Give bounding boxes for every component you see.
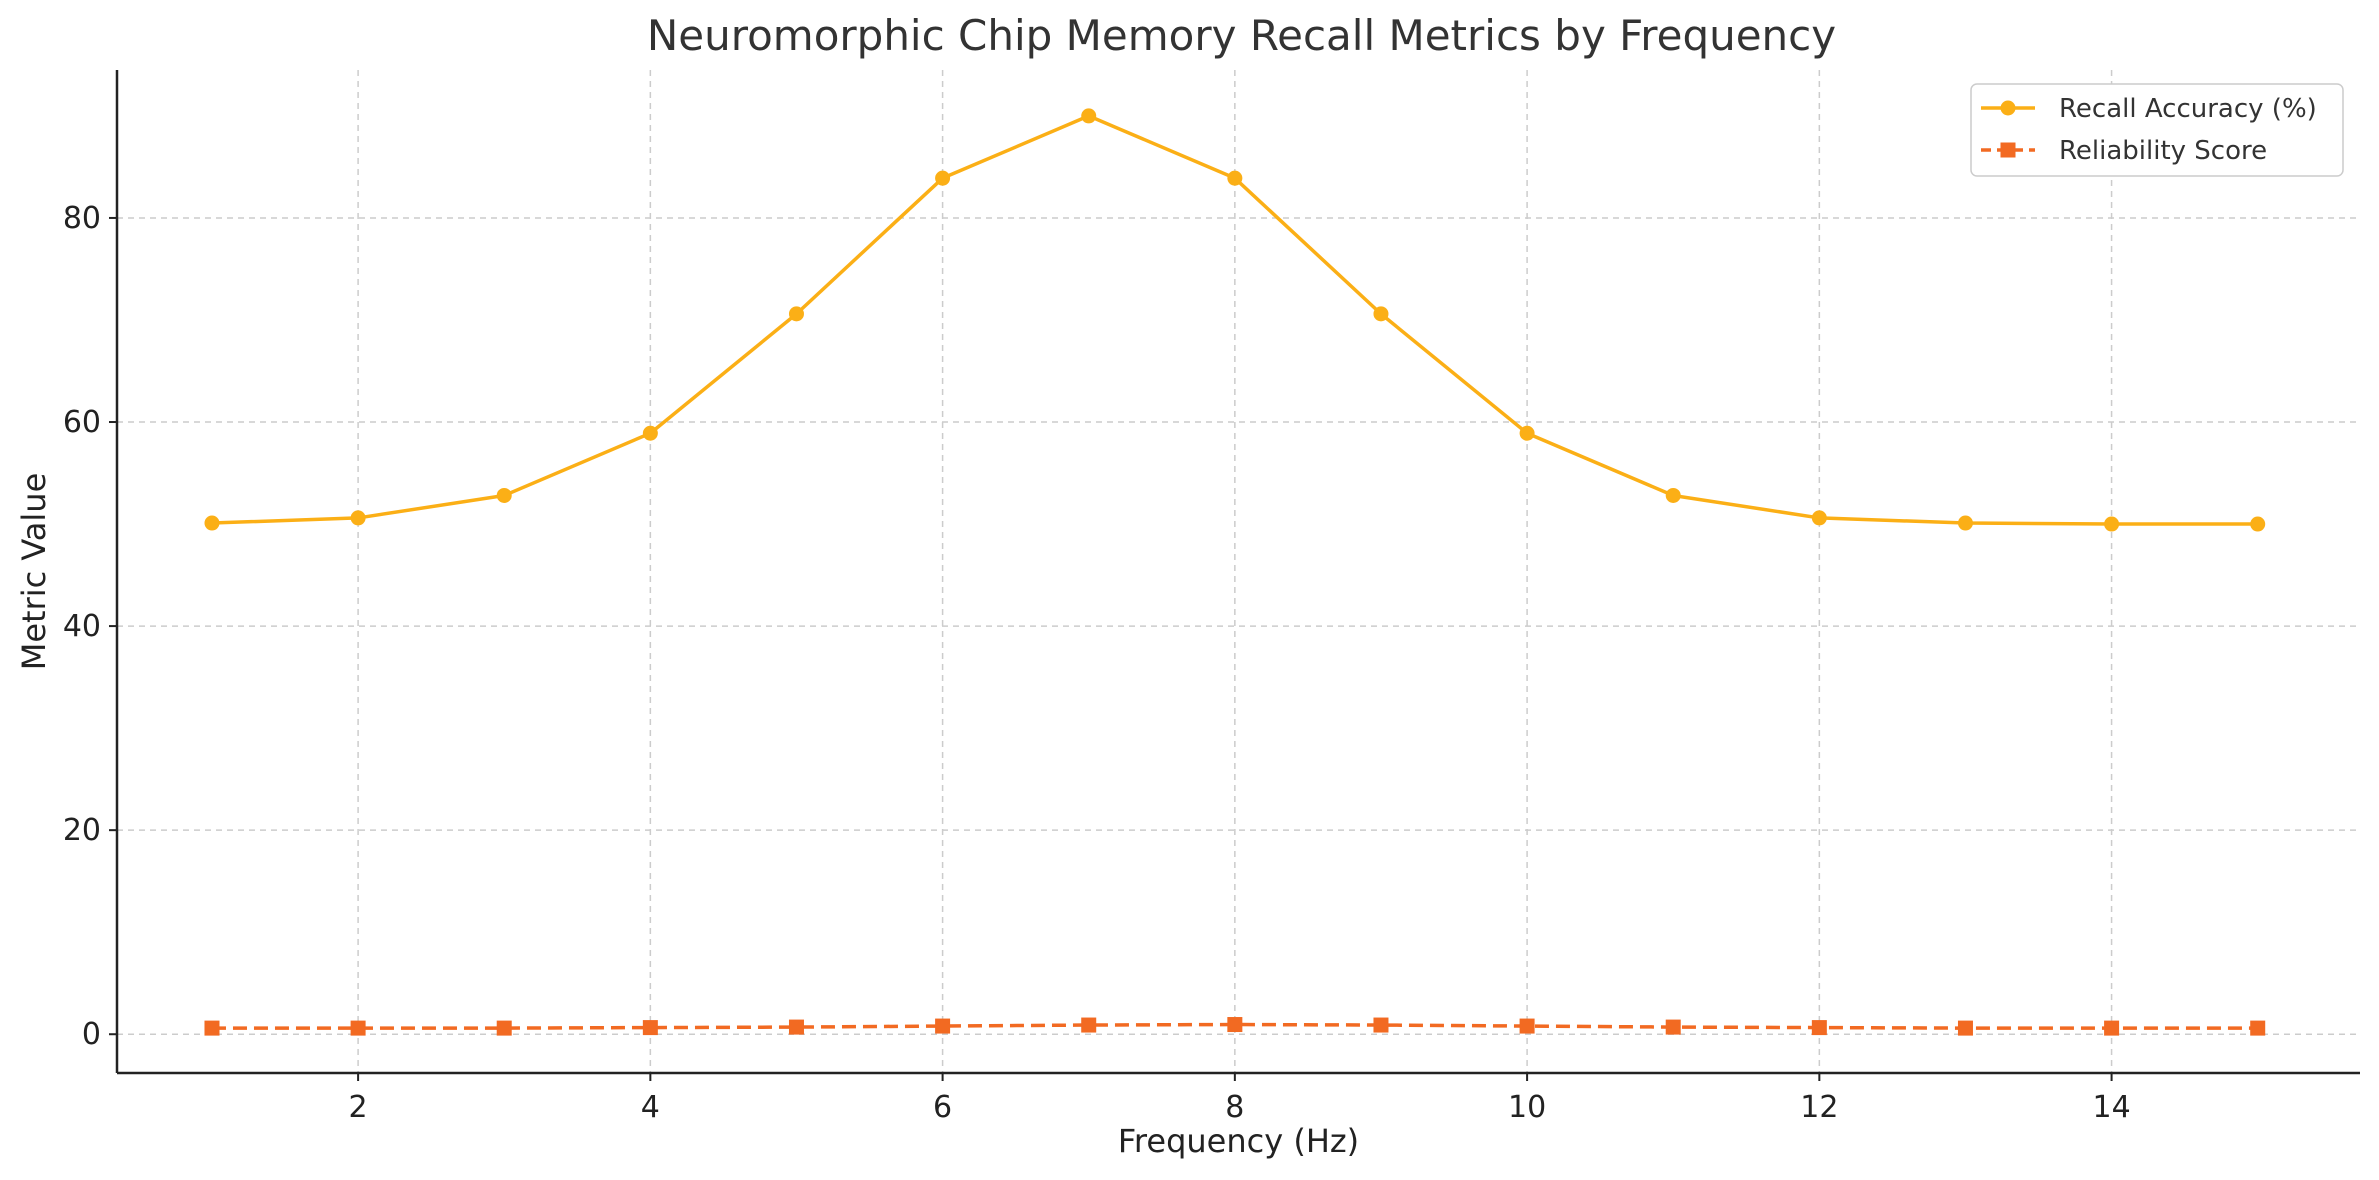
data-point [1373, 306, 1389, 322]
y-tick-label: 0 [82, 1017, 101, 1052]
axes [115, 70, 2360, 1075]
y-tick-label: 40 [63, 609, 101, 644]
data-point [350, 510, 366, 526]
data-point [935, 1018, 951, 1034]
x-tick-label: 14 [2092, 1090, 2130, 1125]
series-line [211, 1022, 2258, 1030]
data-point [1227, 170, 1243, 186]
data-point [1373, 1017, 1389, 1033]
data-point [1081, 1017, 1097, 1033]
x-tick-label: 2 [349, 1090, 368, 1125]
data-point [2104, 516, 2120, 532]
x-tick-label: 4 [641, 1090, 660, 1125]
data-point [935, 170, 951, 186]
y-tick-label: 80 [63, 201, 101, 236]
y-ticks: 0 20 40 60 80 [63, 201, 117, 1052]
x-tick-label: 10 [1508, 1090, 1546, 1125]
series-reliability-score [204, 1017, 2266, 1036]
series-recall-accuracy [204, 108, 2266, 532]
data-point [1665, 1019, 1681, 1035]
data-point [496, 487, 512, 503]
legend: Recall Accuracy (%) Reliability Score [1970, 83, 2344, 177]
legend-marker-square [2000, 142, 2016, 158]
data-point [788, 306, 804, 322]
data-point [1519, 425, 1535, 441]
y-axis-title: Metric Value [15, 473, 53, 671]
x-ticks: 2 4 6 8 10 12 14 [349, 1073, 2131, 1125]
data-point [496, 1020, 512, 1036]
data-point [642, 1020, 658, 1036]
data-point [1665, 487, 1681, 503]
legend-marker-circle [2000, 100, 2016, 116]
legend-item-reliability-score: Reliability Score [1981, 136, 2267, 166]
legend-box [1970, 83, 2344, 177]
data-point [1081, 108, 1097, 124]
series [204, 108, 2266, 1036]
data-point [788, 1019, 804, 1035]
x-axis-title: Frequency (Hz) [1118, 1122, 1359, 1160]
grid [117, 70, 2360, 1073]
data-point [1957, 1020, 1973, 1036]
data-point [2104, 1020, 2120, 1036]
data-point [2250, 1020, 2266, 1036]
chart-title: Neuromorphic Chip Memory Recall Metrics … [647, 11, 1836, 60]
legend-label-reliability-score: Reliability Score [2059, 136, 2267, 166]
data-point [350, 1020, 366, 1036]
data-point [1811, 1020, 1827, 1036]
legend-item-recall-accuracy: Recall Accuracy (%) [1981, 94, 2317, 124]
x-tick-label: 6 [933, 1090, 952, 1125]
x-tick-label: 12 [1800, 1090, 1838, 1125]
y-tick-label: 20 [63, 813, 101, 848]
data-point [1519, 1018, 1535, 1034]
legend-label-recall-accuracy: Recall Accuracy (%) [2059, 94, 2317, 124]
data-point [1811, 510, 1827, 526]
data-point [1227, 1017, 1243, 1033]
data-point [642, 425, 658, 441]
data-point [204, 1020, 220, 1036]
data-point [2250, 516, 2266, 532]
data-point [204, 515, 220, 531]
y-tick-label: 60 [63, 405, 101, 440]
x-tick-label: 8 [1225, 1090, 1244, 1125]
data-point [1957, 515, 1973, 531]
